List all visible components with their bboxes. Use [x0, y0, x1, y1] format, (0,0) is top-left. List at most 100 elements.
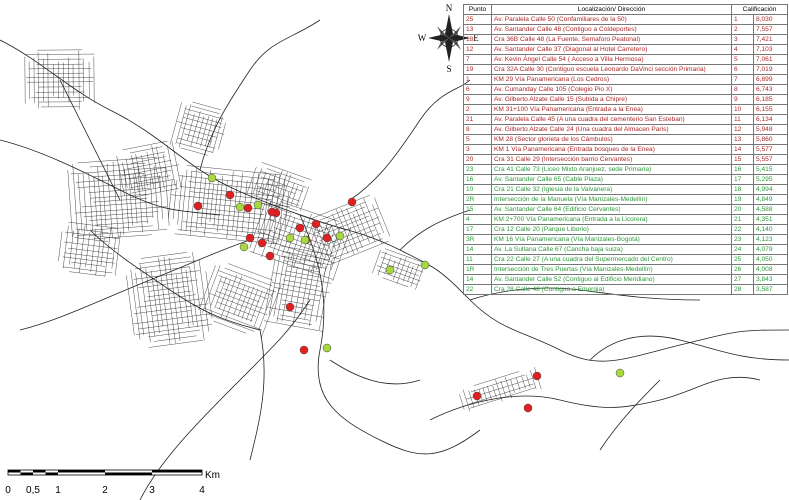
table-cell: 27 — [731, 274, 754, 285]
table-cell: 28 — [731, 284, 754, 295]
street-grid — [169, 101, 226, 156]
scale-label: 4 — [199, 485, 205, 496]
table-cell: 4,123 — [753, 234, 788, 245]
table-cell: Av. Kevin Ángel Calle 54 ( Acceso a Vill… — [491, 54, 732, 65]
table-cell: 6 — [463, 84, 492, 95]
table-cell: 5,415 — [753, 164, 788, 175]
table-cell: Intersección de la Manuela (Vía Manizale… — [491, 194, 732, 205]
table-row: 17 Cra 12 Calle 20 (Parque Liborio) 22 4,14… — [463, 224, 788, 235]
table-cell: 5,948 — [753, 124, 788, 135]
table-cell: 19 — [731, 194, 754, 205]
table-cell: Av. La Sultana Calle 67 (Cancha baja sui… — [491, 244, 732, 255]
table-cell: KM 31+100 Vía Panamericana (Entrada a la… — [491, 104, 732, 115]
street-grid — [116, 140, 182, 198]
table-cell: Av. Santander Calle 65 (Cable Plaza) — [491, 174, 732, 185]
table-cell: Cra 12 Calle 20 (Parque Liborio) — [491, 224, 732, 235]
table-cell: 5,295 — [753, 174, 788, 185]
table-row: 13 Av. Santander Calle 48 (Contiguo a Col… — [463, 24, 788, 35]
table-cell: 2 — [731, 24, 754, 35]
table-cell: 4,849 — [753, 194, 788, 205]
compass-w: W — [418, 33, 427, 43]
table-cell: 4,351 — [753, 214, 788, 225]
table-row: 20 Cra 31 Calle 29 (Intersección barrio C… — [463, 154, 788, 165]
table-cell: 1 — [731, 14, 754, 25]
street-grid — [67, 157, 170, 243]
points — [193, 173, 625, 413]
table-row: 11 Cra 22 Calle 27 (A una cuadra del Supe… — [463, 254, 788, 265]
table-cell: 5,577 — [753, 144, 788, 155]
location-marker — [235, 202, 245, 212]
scale-label: 3 — [149, 485, 155, 496]
location-marker — [300, 235, 310, 245]
compass-n: N — [446, 3, 453, 13]
table-cell: 17 — [463, 224, 492, 235]
table-cell: 9 — [463, 94, 492, 105]
table-row: 12 Av. Santander Calle 37 (Diagonal al Ho… — [463, 44, 788, 55]
location-marker — [347, 197, 357, 207]
table-row: 21 Av. Paralela Calle 45 (A una cuadra de… — [463, 114, 788, 125]
table-cell: 21 — [463, 114, 492, 125]
table-cell: 6,743 — [753, 84, 788, 95]
table-row: 25 Av. Paralela Calle 50 (Confamiliares d… — [463, 14, 788, 25]
table-cell: KM 16 Vía Panamericana (Vía Manizales-Bo… — [491, 234, 732, 245]
table-cell: 3 — [463, 144, 492, 155]
table-row: 23 Cra 41 Calle 73 (Liceo Mixto Aranjuez,… — [463, 164, 788, 175]
table-cell: 20 — [731, 204, 754, 215]
table-cell: 5 — [463, 134, 492, 145]
table-row: 15 Av. Santander Calle 64 (Edificio Cerva… — [463, 204, 788, 215]
table-cell: 19 — [463, 64, 492, 75]
table-cell: 14 — [463, 244, 492, 255]
table-cell: 7,103 — [753, 44, 788, 55]
table-cell: Cra 32A Calle 30 (Contiguo escuela Leona… — [491, 64, 732, 75]
location-marker — [265, 251, 275, 261]
location-marker — [253, 200, 263, 210]
table-cell: 24 — [731, 244, 754, 255]
location-marker — [322, 343, 332, 353]
table-cell: 2 — [463, 104, 492, 115]
street-grid — [263, 245, 334, 332]
scale-label: 1 — [55, 485, 61, 496]
header-cell: Localización/ Dirección — [491, 4, 732, 15]
table-cell: 12 — [731, 124, 754, 135]
table-cell: 3,587 — [753, 284, 788, 295]
table-row: 1R Intersección de Tres Puertas (Vía Mani… — [463, 264, 788, 275]
table-cell: 3R — [463, 234, 492, 245]
table-cell: KM 2+700 Vía Panamericana (Entrada a la … — [491, 214, 732, 225]
street-grid — [246, 162, 312, 214]
scale-label: 0,5 — [26, 485, 40, 496]
table-cell: 9 — [731, 94, 754, 105]
table-cell: 13 — [731, 134, 754, 145]
location-marker — [243, 203, 253, 213]
table-cell: 26 — [731, 264, 754, 275]
table-cell: Av. Santander Calle 52 (Contiguo al Edif… — [491, 274, 732, 285]
table-row: 8 Av. Gilberto Alzate Calle 24 (Una cuadr… — [463, 124, 788, 135]
location-marker — [193, 201, 203, 211]
street-grid — [198, 263, 282, 339]
location-marker — [532, 371, 542, 381]
table-cell: 4,079 — [753, 244, 788, 255]
table-cell: 4 — [731, 44, 754, 55]
table-cell: 1 — [463, 74, 492, 85]
location-marker — [335, 231, 345, 241]
table-cell: 5,557 — [753, 154, 788, 165]
table-cell: 15 — [463, 204, 492, 215]
table-row: 3 KM 1 Vía Panamericana (Entrada bosques … — [463, 144, 788, 155]
table-cell: 23 — [731, 234, 754, 245]
table-cell: Av. Santander Calle 64 (Edificio Cervant… — [491, 204, 732, 215]
table-cell: 20 — [463, 154, 492, 165]
location-marker — [385, 265, 395, 275]
table-cell: 8,030 — [753, 14, 788, 25]
location-marker — [245, 233, 255, 243]
table-row: 22 Cra 28 Calle 48 (Contiguo a Emergia) 28… — [463, 284, 788, 295]
table-row: 1 KM 29 Vía Panamericana (Los Cedros) 7 6,8… — [463, 74, 788, 85]
table-cell: 4 — [463, 214, 492, 225]
table-cell: 16 — [463, 174, 492, 185]
table-cell: 7 — [731, 74, 754, 85]
table-cell: Av. Paralela Calle 50 (Confamiliares de … — [491, 14, 732, 25]
table-row: 14 Av. La Sultana Calle 67 (Cancha baja s… — [463, 244, 788, 255]
table-cell: Cra 36B Calle 48 (La Fuente, Semaforo Pe… — [491, 34, 732, 45]
table-row: 16 Av. Santander Calle 65 (Cable Plaza) 17… — [463, 174, 788, 185]
location-marker — [322, 233, 332, 243]
table-cell: 3,843 — [753, 274, 788, 285]
